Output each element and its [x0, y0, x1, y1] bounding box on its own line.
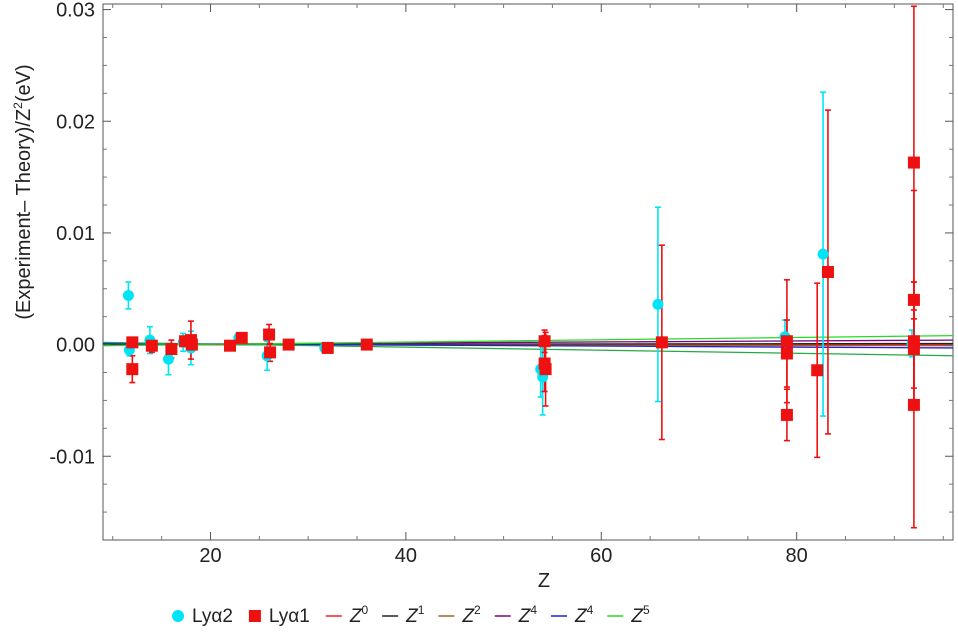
lya2-point: [817, 248, 829, 260]
plot-border: [102, 3, 954, 541]
y-tick-label: 0.03: [56, 0, 95, 22]
legend-fit-label: Z4: [518, 603, 538, 627]
lya1-point: [185, 338, 198, 351]
lya1-point: [907, 398, 920, 411]
lya1-point: [907, 343, 920, 356]
lya1-point: [264, 346, 277, 359]
lya1-point: [282, 338, 295, 351]
lya1-point: [224, 339, 237, 352]
y-axis-label-sup: 2: [11, 102, 25, 109]
lya2-point: [162, 353, 174, 365]
error-bars: [125, 5, 917, 529]
legend-fit-label: Z0: [349, 603, 369, 627]
lya1-point: [780, 347, 793, 360]
lya1-point: [811, 364, 824, 377]
fit-line: [102, 341, 954, 357]
lya1-point: [321, 341, 334, 354]
lya1-point: [165, 343, 178, 356]
x-axis-label: Z: [538, 570, 550, 592]
lya1-point: [360, 338, 373, 351]
x-tick-label: 60: [590, 545, 612, 567]
lya1-point: [907, 156, 920, 169]
data-markers: [122, 156, 920, 421]
y-tick-label: 0.01: [56, 223, 95, 245]
lya1-point: [780, 335, 793, 348]
axis-ticks: 20 40 60 80 -0.01 0.00 0.01 0.02 0.03: [49, 0, 953, 567]
lya2-point: [652, 298, 664, 310]
legend-marker-circle: [172, 610, 184, 622]
lya1-point: [655, 336, 668, 349]
legend-entry-label: Lyα2: [192, 606, 233, 627]
lya1-point: [145, 339, 158, 352]
legend-fit-label: Z1: [405, 603, 425, 627]
lya1-point: [126, 336, 139, 349]
legend-marker-square: [248, 610, 261, 622]
lya1-point: [126, 363, 139, 376]
lya2-point: [122, 289, 134, 301]
y-axis-label-unit: (eV): [13, 64, 35, 102]
lya1-point: [263, 328, 276, 341]
lya1-point: [780, 408, 793, 421]
lya1-point: [821, 266, 834, 278]
lya1-point: [539, 363, 552, 376]
legend: Lyα2 Lyα1 Z0 Z1 Z2 Z4 Z4 Z5: [172, 603, 650, 627]
legend-entry-label: Lyα1: [269, 606, 310, 627]
y-tick-label: 0.00: [56, 335, 95, 357]
legend-fit-label: Z2: [461, 603, 481, 627]
legend-fit-label: Z5: [630, 603, 650, 627]
y-axis-label-main: (Experiment– Theory)/Z: [13, 109, 35, 320]
y-tick-label: -0.01: [49, 446, 95, 468]
legend-fit-label: Z4: [574, 603, 594, 627]
lya1-point: [907, 293, 920, 306]
plot-frame: [102, 3, 954, 541]
x-tick-label: 40: [395, 545, 417, 567]
y-tick-label: 0.02: [56, 111, 95, 133]
lya1-point: [235, 331, 248, 344]
x-tick-label: 80: [786, 545, 808, 567]
y-axis-label: (Experiment– Theory)/Z2(eV): [11, 64, 35, 319]
lya1-point: [538, 335, 551, 348]
x-tick-label: 20: [199, 545, 221, 567]
